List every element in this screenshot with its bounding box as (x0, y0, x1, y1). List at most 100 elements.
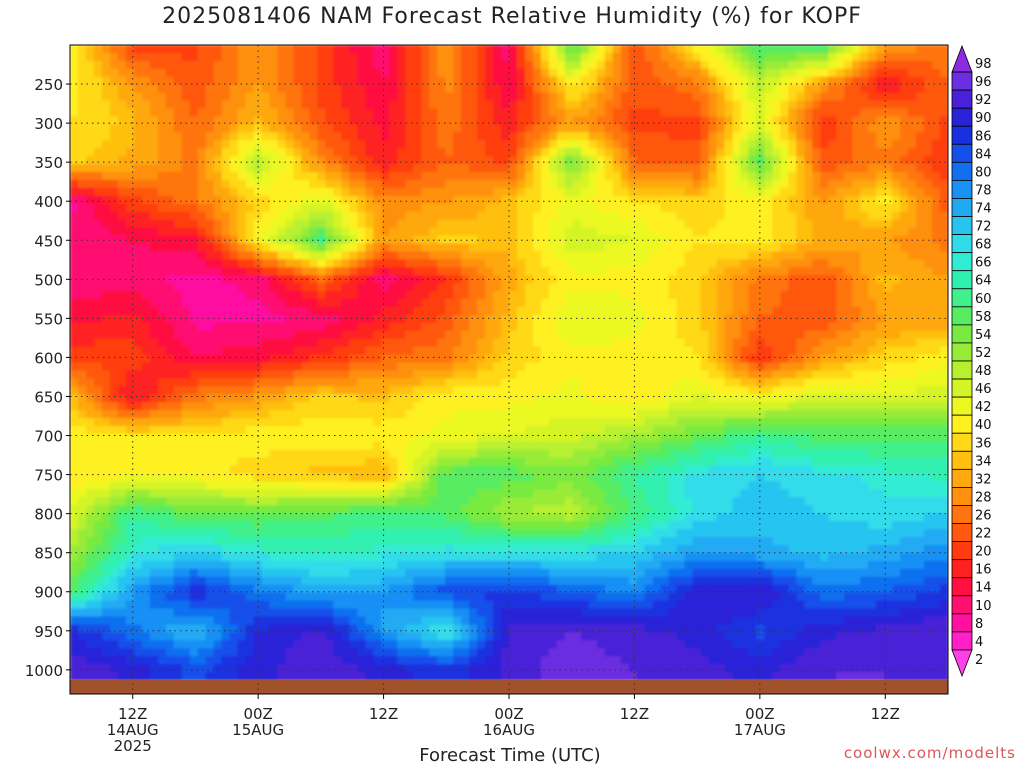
heatmap-cell (780, 132, 789, 141)
heatmap-cell (293, 306, 303, 316)
heatmap-cell (389, 132, 398, 141)
heatmap-cell (588, 52, 598, 62)
heatmap-cell (652, 116, 662, 125)
heatmap-cell (93, 172, 103, 181)
heatmap-cell (445, 195, 454, 205)
heatmap-cell (357, 179, 366, 189)
heatmap-cell (373, 108, 382, 118)
heatmap-cell (740, 354, 750, 364)
heatmap-cell (532, 179, 542, 189)
heatmap-cell (421, 235, 430, 245)
heatmap-cell (445, 283, 454, 292)
heatmap-cell (269, 124, 279, 133)
heatmap-cell (349, 283, 358, 292)
heatmap-cell (381, 346, 390, 356)
heatmap-cell (141, 148, 151, 157)
heatmap-cell (868, 148, 877, 157)
heatmap-cell (405, 52, 414, 62)
heatmap-cell (764, 354, 773, 364)
heatmap-cell (828, 362, 837, 372)
heatmap-cell (85, 394, 95, 403)
heatmap-cell (477, 132, 486, 141)
heatmap-cell (564, 330, 574, 340)
heatmap-cell (197, 84, 207, 94)
heatmap-cell (860, 164, 869, 173)
heatmap-cell (469, 116, 478, 125)
heatmap-cell (349, 259, 358, 268)
heatmap-cell (900, 156, 909, 165)
heatmap-cell (445, 330, 454, 340)
heatmap-cell (916, 164, 925, 173)
heatmap-cell (357, 219, 366, 229)
heatmap-cell (812, 227, 821, 237)
heatmap-cell (181, 354, 191, 364)
heatmap-cell (556, 283, 566, 292)
heatmap-cell (884, 314, 893, 324)
heatmap-cell (772, 314, 781, 324)
heatmap-cell (437, 275, 446, 284)
heatmap-cell (261, 330, 271, 340)
heatmap-cell (540, 259, 550, 268)
heatmap-cell (261, 227, 271, 237)
heatmap-cell (804, 378, 813, 387)
heatmap-cell (197, 219, 207, 229)
heatmap-cell (724, 195, 734, 205)
heatmap-cell (293, 124, 303, 133)
heatmap-cell (461, 227, 470, 237)
heatmap-cell (237, 330, 247, 340)
heatmap-cell (940, 156, 948, 165)
heatmap-cell (397, 92, 406, 102)
heatmap-cell (445, 172, 454, 181)
heatmap-cell (652, 251, 662, 260)
heatmap-cell (844, 100, 853, 110)
heatmap-cell (724, 116, 734, 125)
heatmap-cell (764, 172, 773, 181)
heatmap-cell (740, 132, 750, 141)
heatmap-cell (173, 243, 183, 252)
heatmap-cell (357, 187, 366, 197)
heatmap-cell (932, 378, 941, 387)
heatmap-cell (612, 267, 622, 276)
heatmap-cell (253, 394, 263, 403)
heatmap-cell (604, 52, 614, 62)
heatmap-cell (293, 402, 303, 411)
heatmap-cell (493, 338, 502, 348)
heatmap-cell (421, 291, 430, 300)
heatmap-cell (301, 211, 311, 221)
heatmap-cell (149, 267, 159, 276)
heatmap-cell (317, 338, 327, 348)
heatmap-cell (173, 84, 183, 94)
heatmap-cell (261, 219, 271, 229)
heatmap-cell (269, 68, 279, 78)
heatmap-cell (692, 354, 702, 364)
heatmap-cell (836, 203, 845, 213)
heatmap-cell (157, 203, 167, 213)
heatmap-cell (572, 140, 582, 149)
heatmap-cell (365, 283, 374, 292)
heatmap-cell (844, 187, 853, 197)
heatmap-cell (197, 362, 207, 372)
heatmap-cell (812, 275, 821, 284)
heatmap-cell (149, 187, 159, 197)
heatmap-cell (780, 92, 789, 102)
heatmap-cell (213, 267, 223, 276)
heatmap-cell (125, 156, 135, 165)
heatmap-cell (485, 322, 494, 332)
heatmap-cell (365, 306, 374, 316)
heatmap-cell (221, 132, 231, 141)
heatmap-cell (229, 148, 239, 157)
heatmap-cell (237, 354, 247, 364)
heatmap-cell (277, 219, 287, 229)
heatmap-cell (133, 76, 143, 86)
heatmap-cell (165, 76, 175, 86)
heatmap-cell (205, 116, 215, 125)
heatmap-cell (317, 52, 327, 62)
heatmap-cell (580, 124, 590, 133)
heatmap-cell (612, 291, 622, 300)
heatmap-cell (253, 164, 263, 173)
heatmap-cell (333, 386, 342, 395)
heatmap-cell (213, 84, 223, 94)
heatmap-cell (660, 330, 670, 340)
heatmap-cell (445, 76, 454, 86)
heatmap-cell (516, 314, 526, 324)
